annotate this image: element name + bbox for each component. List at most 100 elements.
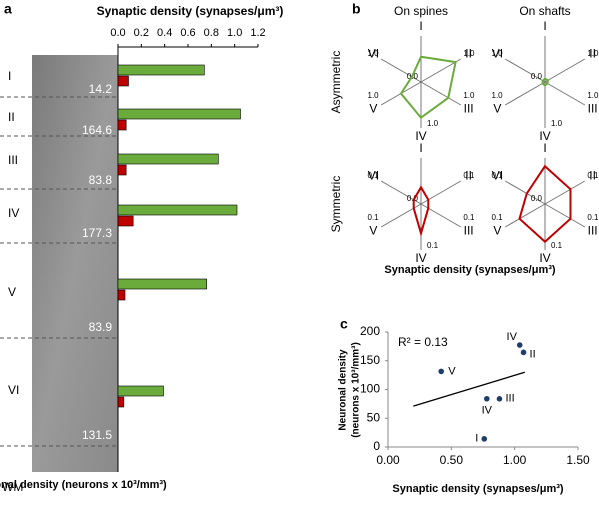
r-tick-label: 0.1 (551, 241, 563, 250)
point-label: IV (482, 405, 493, 417)
column-title: On shafts (519, 4, 570, 18)
point (496, 396, 503, 402)
bar (117, 164, 127, 176)
r-tick-label: 0.0 (407, 194, 419, 203)
point-label: II (530, 348, 536, 360)
trend-line (413, 371, 525, 407)
r-tick-label: 0.1 (368, 171, 380, 180)
r-tick-label: 0.1 (463, 213, 475, 222)
r-tick-label: 1.0 (463, 91, 475, 100)
bar (117, 75, 129, 87)
radar-polygon (399, 55, 457, 120)
panel-letter: b (352, 1, 361, 17)
r-tick-label: 0.1 (427, 241, 439, 250)
density-label: 83.9 (89, 320, 113, 334)
point-label: IV (507, 331, 518, 343)
radar-axis (420, 180, 462, 205)
x-tick-label: 0.4 (157, 27, 172, 39)
point (516, 342, 523, 348)
radar-axis (544, 203, 586, 228)
r-tick-label: 0.1 (368, 213, 380, 222)
bar (117, 278, 207, 290)
layer-label: I (8, 69, 11, 83)
x-tick-label: 0.50 (440, 453, 464, 467)
bar (117, 289, 126, 301)
panel-letter: a (4, 1, 12, 17)
panel-letter: c (340, 316, 348, 332)
bar (117, 204, 238, 216)
y-tick-label: 100 (360, 382, 380, 396)
tissue-image (32, 55, 118, 472)
r-tick-label: 1.0 (463, 49, 475, 58)
y-tick-label: 50 (367, 410, 381, 424)
axis-label: II (465, 47, 472, 61)
layer-label: V (8, 285, 16, 299)
x-tick-label: 0.2 (134, 27, 149, 39)
column-title: On spines (394, 4, 448, 18)
white-matter-label: WM (2, 480, 23, 494)
layer-label: VI (8, 383, 19, 397)
radar-axis (504, 203, 546, 228)
density-label: 131.5 (82, 428, 112, 442)
axis-label: II (465, 169, 472, 183)
row-label: Asymmetric (329, 51, 343, 114)
layer-label: IV (8, 206, 19, 220)
x-tick-label: 0.8 (204, 27, 219, 39)
x-axis-label: Synaptic density (synapses/μm³) (392, 483, 564, 495)
point-label: V (448, 365, 456, 377)
bar (117, 108, 241, 120)
annotation: R² = 0.13 (398, 335, 448, 349)
axis-label: II (589, 169, 596, 183)
radar-axis (504, 58, 546, 83)
radar-axis (420, 81, 462, 106)
x-axis-label: Synaptic density (synapses/μm³) (384, 264, 556, 276)
r-tick-label: 1.0 (492, 91, 504, 100)
axis-label: IV (415, 251, 426, 265)
point (520, 349, 527, 356)
axis-label: III (464, 224, 474, 238)
radar-axis (380, 58, 422, 83)
axis-label: V (493, 224, 501, 238)
row-label: Symmetric (329, 176, 343, 233)
radar-axis (544, 58, 586, 83)
chart-title: Synaptic density (synapses/μm³) (97, 4, 284, 18)
bar (117, 153, 219, 165)
axis-label: III (464, 102, 474, 116)
bar (117, 385, 164, 397)
point-label: III (505, 393, 514, 405)
point (481, 436, 488, 442)
r-tick-label: 0.1 (492, 171, 504, 180)
point (484, 395, 490, 402)
radar-polygon (412, 185, 430, 237)
r-tick-label: 1.0 (427, 119, 439, 128)
axis-label: I (419, 19, 422, 33)
x-tick-label: 1.00 (503, 453, 527, 467)
radar-axis (504, 180, 546, 205)
axis-label: I (543, 141, 546, 155)
axis-label: IV (415, 129, 426, 143)
axis-label: VI (368, 47, 379, 61)
axis-label: IV (539, 251, 550, 265)
density-label: 14.2 (89, 82, 113, 96)
bar (117, 396, 125, 408)
y-tick-label: 200 (360, 324, 380, 338)
axis-label: II (589, 47, 596, 61)
y-tick-label: 150 (360, 353, 380, 367)
radar-axis (544, 180, 586, 205)
radar-axis (544, 81, 586, 106)
axis-label: V (369, 102, 377, 116)
radar-axis (504, 81, 546, 106)
point-label: I (475, 433, 478, 445)
axis-label: VI (492, 47, 503, 61)
r-tick-label: 1.0 (551, 119, 563, 128)
r-tick-label: 0.1 (587, 213, 599, 222)
axis-label: III (588, 224, 598, 238)
r-tick-label: 0.1 (587, 171, 599, 180)
y-axis-label: Neuronal density (338, 349, 349, 431)
density-label: 83.8 (89, 173, 113, 187)
x-tick-label: 1.2 (250, 27, 265, 39)
radar-polygon (541, 77, 549, 87)
x-tick-label: 0.0 (110, 27, 125, 39)
y-tick-label: 0 (373, 439, 380, 453)
